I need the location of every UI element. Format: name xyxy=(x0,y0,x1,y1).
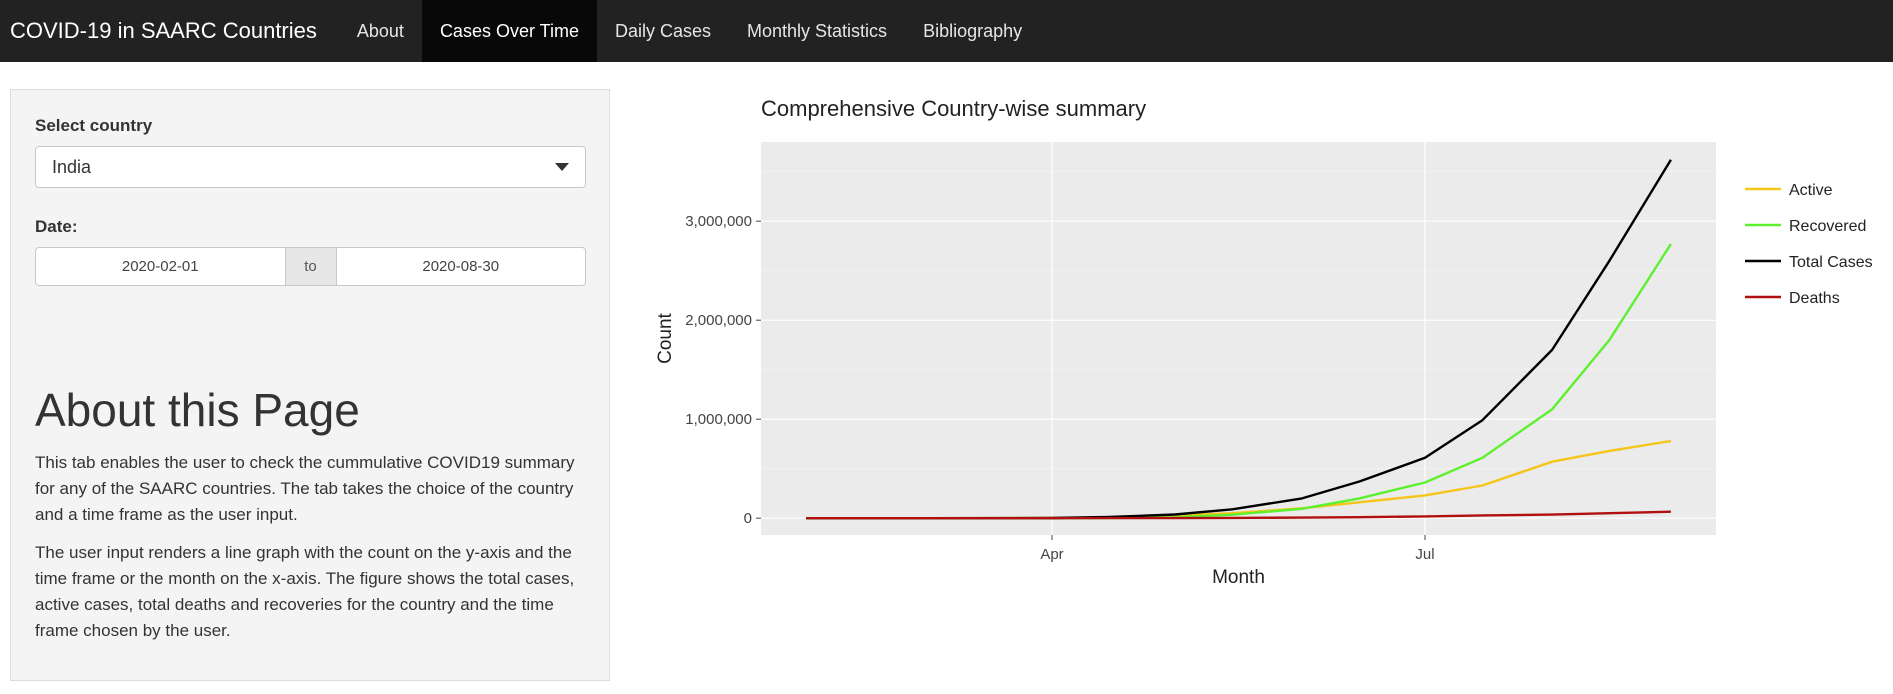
plot-panel xyxy=(761,142,1716,535)
about-paragraph-1: This tab enables the user to check the c… xyxy=(35,453,575,524)
about-heading: About this Page xyxy=(35,384,360,436)
series-line-deaths xyxy=(806,510,1671,520)
country-select-label: Select country xyxy=(35,116,153,135)
y-tick-label: 1,000,000 xyxy=(685,411,752,428)
date-end-input[interactable]: 2020-08-30 xyxy=(422,258,500,275)
date-range-input: 2020-02-01 to 2020-08-30 xyxy=(35,247,586,286)
chart-container: Comprehensive Country-wise summary 0 1,000… xyxy=(640,80,1893,620)
date-start-input[interactable]: 2020-02-01 xyxy=(121,258,199,275)
top-navbar: COVID-19 in SAARC Countries About Cases … xyxy=(0,0,1893,62)
legend-label: Deaths xyxy=(1789,290,1840,307)
date-range-label: Date: xyxy=(35,217,78,236)
y-tick-label: 2,000,000 xyxy=(685,312,752,329)
y-tick-label: 0 xyxy=(744,510,752,527)
chart-title: Comprehensive Country-wise summary xyxy=(761,96,1146,121)
x-axis-title: Month xyxy=(1212,567,1265,588)
legend-label: Active xyxy=(1789,182,1833,199)
nav-tab-daily-cases[interactable]: Daily Cases xyxy=(614,20,712,41)
x-tick-label: Jul xyxy=(1415,546,1434,563)
y-tick-label: 3,000,000 xyxy=(685,213,752,230)
sidebar-panel: Select country India Date: 2020-02-01 to… xyxy=(10,89,610,681)
legend-label: Recovered xyxy=(1789,218,1866,235)
nav-tab-cases-over-time[interactable]: Cases Over Time xyxy=(421,0,597,62)
x-tick-label: Apr xyxy=(1040,546,1063,563)
date-range-separator: to xyxy=(284,248,337,285)
nav-tab-about[interactable]: About xyxy=(356,20,404,41)
nav-tab-monthly-statistics[interactable]: Monthly Statistics xyxy=(747,20,888,41)
legend-label: Total Cases xyxy=(1789,254,1873,271)
y-axis-title: Count xyxy=(655,312,676,363)
nav-tab-bibliography[interactable]: Bibliography xyxy=(923,20,1023,41)
brand-title[interactable]: COVID-19 in SAARC Countries xyxy=(10,18,317,43)
country-select-value: India xyxy=(52,156,92,177)
line-chart: Comprehensive Country-wise summary 0 1,000… xyxy=(655,96,1873,588)
about-paragraph-2: The user input renders a line graph with… xyxy=(35,543,575,640)
country-select[interactable]: India xyxy=(35,146,586,188)
chevron-down-icon xyxy=(555,163,569,171)
